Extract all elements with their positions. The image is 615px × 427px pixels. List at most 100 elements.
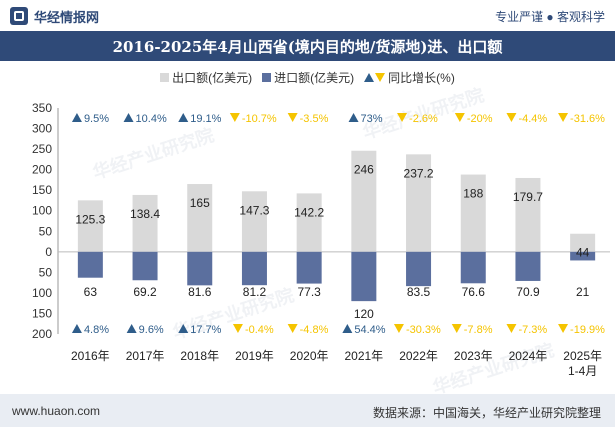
import-value-label: 81.2 (243, 285, 267, 299)
import-value-label: 81.6 (188, 285, 212, 299)
x-tick-label: 2023年 (454, 349, 493, 363)
footer-source: 数据来源：中国海关，华经产业研究院整理 (372, 406, 601, 420)
y-tick-label: 50 (39, 224, 53, 238)
import-growth-marker (393, 324, 404, 333)
import-growth-marker (287, 324, 298, 333)
y-tick-label: 200 (32, 163, 52, 177)
import-value-label: 69.2 (133, 285, 157, 299)
import-growth-label: -4.8% (300, 324, 329, 336)
import-value-label: 70.9 (516, 285, 540, 299)
import-growth-label: 9.6% (139, 324, 164, 336)
import-value-label: 83.5 (407, 285, 431, 299)
export-value-label: 142.2 (294, 205, 324, 219)
x-tick-label: 1-4月 (568, 364, 597, 378)
import-growth-label: -7.8% (464, 324, 493, 336)
legend-import-label: 进口额(亿美元) (274, 70, 355, 85)
import-growth-marker (342, 324, 353, 333)
export-growth-marker (558, 113, 569, 122)
export-growth-label: 10.4% (136, 113, 167, 125)
export-growth-label: -2.6% (409, 113, 438, 125)
export-value-label: 246 (354, 163, 374, 177)
export-growth-label: 73% (361, 113, 383, 125)
export-bar (406, 154, 432, 252)
export-growth-label: 19.1% (190, 113, 221, 125)
import-growth-label: 54.4% (354, 324, 385, 336)
import-bar (296, 251, 322, 284)
legend-export-swatch (160, 72, 170, 82)
export-growth-marker (123, 113, 134, 122)
import-bar (77, 251, 103, 278)
export-growth-marker (287, 113, 298, 122)
x-tick-label: 2020年 (290, 349, 329, 363)
import-bar (241, 251, 267, 286)
export-growth-marker (71, 113, 82, 122)
y-tick-label: 350 (32, 101, 52, 115)
x-tick-label: 2022年 (399, 349, 438, 363)
legend: 出口额(亿美元) 进口额(亿美元) 同比增长(%) (0, 67, 615, 87)
legend-import-swatch (262, 72, 272, 82)
legend-import: 进口额(亿美元) (262, 69, 354, 86)
export-value-label: 165 (190, 196, 210, 210)
growth-down-icon (375, 72, 386, 82)
brand-logo-icon (10, 7, 28, 25)
title-bar: 2016-2025年4月山西省(境内目的地/货源地)进、出口额 (0, 31, 615, 61)
x-tick-label: 2016年 (71, 349, 110, 363)
y-tick-label: 50 (39, 265, 53, 279)
import-value-label: 120 (354, 307, 374, 321)
chart-title: 2016-2025年4月山西省(境内目的地/货源地)进、出口额 (112, 37, 503, 56)
legend-export-label: 出口额(亿美元) (172, 70, 253, 85)
import-growth-label: 17.7% (190, 324, 221, 336)
x-tick-label: 2025年 (563, 349, 602, 363)
slogan: 专业严谨 ● 客观科学 (495, 10, 605, 24)
export-bar (77, 200, 103, 252)
import-growth-marker (232, 324, 243, 333)
chart-plot: 350 300 250 200 150 100 50 0 50 100 150 200 125.3 63 9… (32, 101, 610, 378)
y-tick-label: 150 (32, 306, 52, 320)
export-bar (570, 233, 596, 252)
export-value-label: 147.3 (239, 203, 269, 217)
export-growth-marker (454, 113, 465, 122)
import-bar (132, 251, 158, 281)
top-bar: 华经情报网 专业严谨 ● 客观科学 (0, 0, 615, 30)
import-bar (460, 251, 486, 284)
y-tick-label: 100 (32, 286, 52, 300)
export-growth-marker (178, 113, 189, 122)
export-bar (296, 193, 322, 252)
export-bar (351, 150, 377, 252)
legend-export: 出口额(亿美元) (160, 69, 252, 86)
import-growth-marker (558, 324, 569, 333)
export-value-label: 237.2 (404, 166, 434, 180)
export-growth-marker (506, 113, 517, 122)
brand-name: 华经情报网 (34, 9, 100, 25)
import-value-label: 77.3 (297, 285, 321, 299)
y-tick-label: 100 (32, 204, 52, 218)
import-value-label: 76.6 (462, 285, 486, 299)
y-tick-label: 150 (32, 183, 52, 197)
brand: 华经情报网 (10, 6, 99, 26)
export-value-label: 125.3 (75, 212, 105, 226)
import-bar (406, 251, 432, 287)
import-growth-label: -7.3% (518, 324, 547, 336)
import-growth-marker (451, 324, 462, 333)
import-bar (351, 251, 377, 302)
import-growth-marker (71, 324, 82, 333)
export-growth-marker (397, 113, 408, 122)
legend-growth: 同比增长(%) (364, 69, 455, 86)
export-value-label: 179.7 (513, 190, 543, 204)
import-growth-label: -30.3% (406, 324, 441, 336)
export-bar (241, 191, 267, 252)
export-growth-label: -3.5% (300, 113, 329, 125)
import-bar (515, 251, 541, 281)
import-value-label: 21 (576, 285, 590, 299)
export-bar (132, 194, 158, 252)
export-growth-label: -10.7% (242, 113, 277, 125)
import-growth-label: -0.4% (245, 324, 274, 336)
export-bar (515, 177, 541, 252)
export-value-label: 188 (463, 187, 483, 201)
y-tick-label: 0 (45, 245, 52, 259)
export-growth-label: -31.6% (570, 113, 605, 125)
y-tick-label: 250 (32, 142, 52, 156)
export-growth-marker (348, 113, 359, 122)
export-value-label: 44 (576, 246, 590, 260)
